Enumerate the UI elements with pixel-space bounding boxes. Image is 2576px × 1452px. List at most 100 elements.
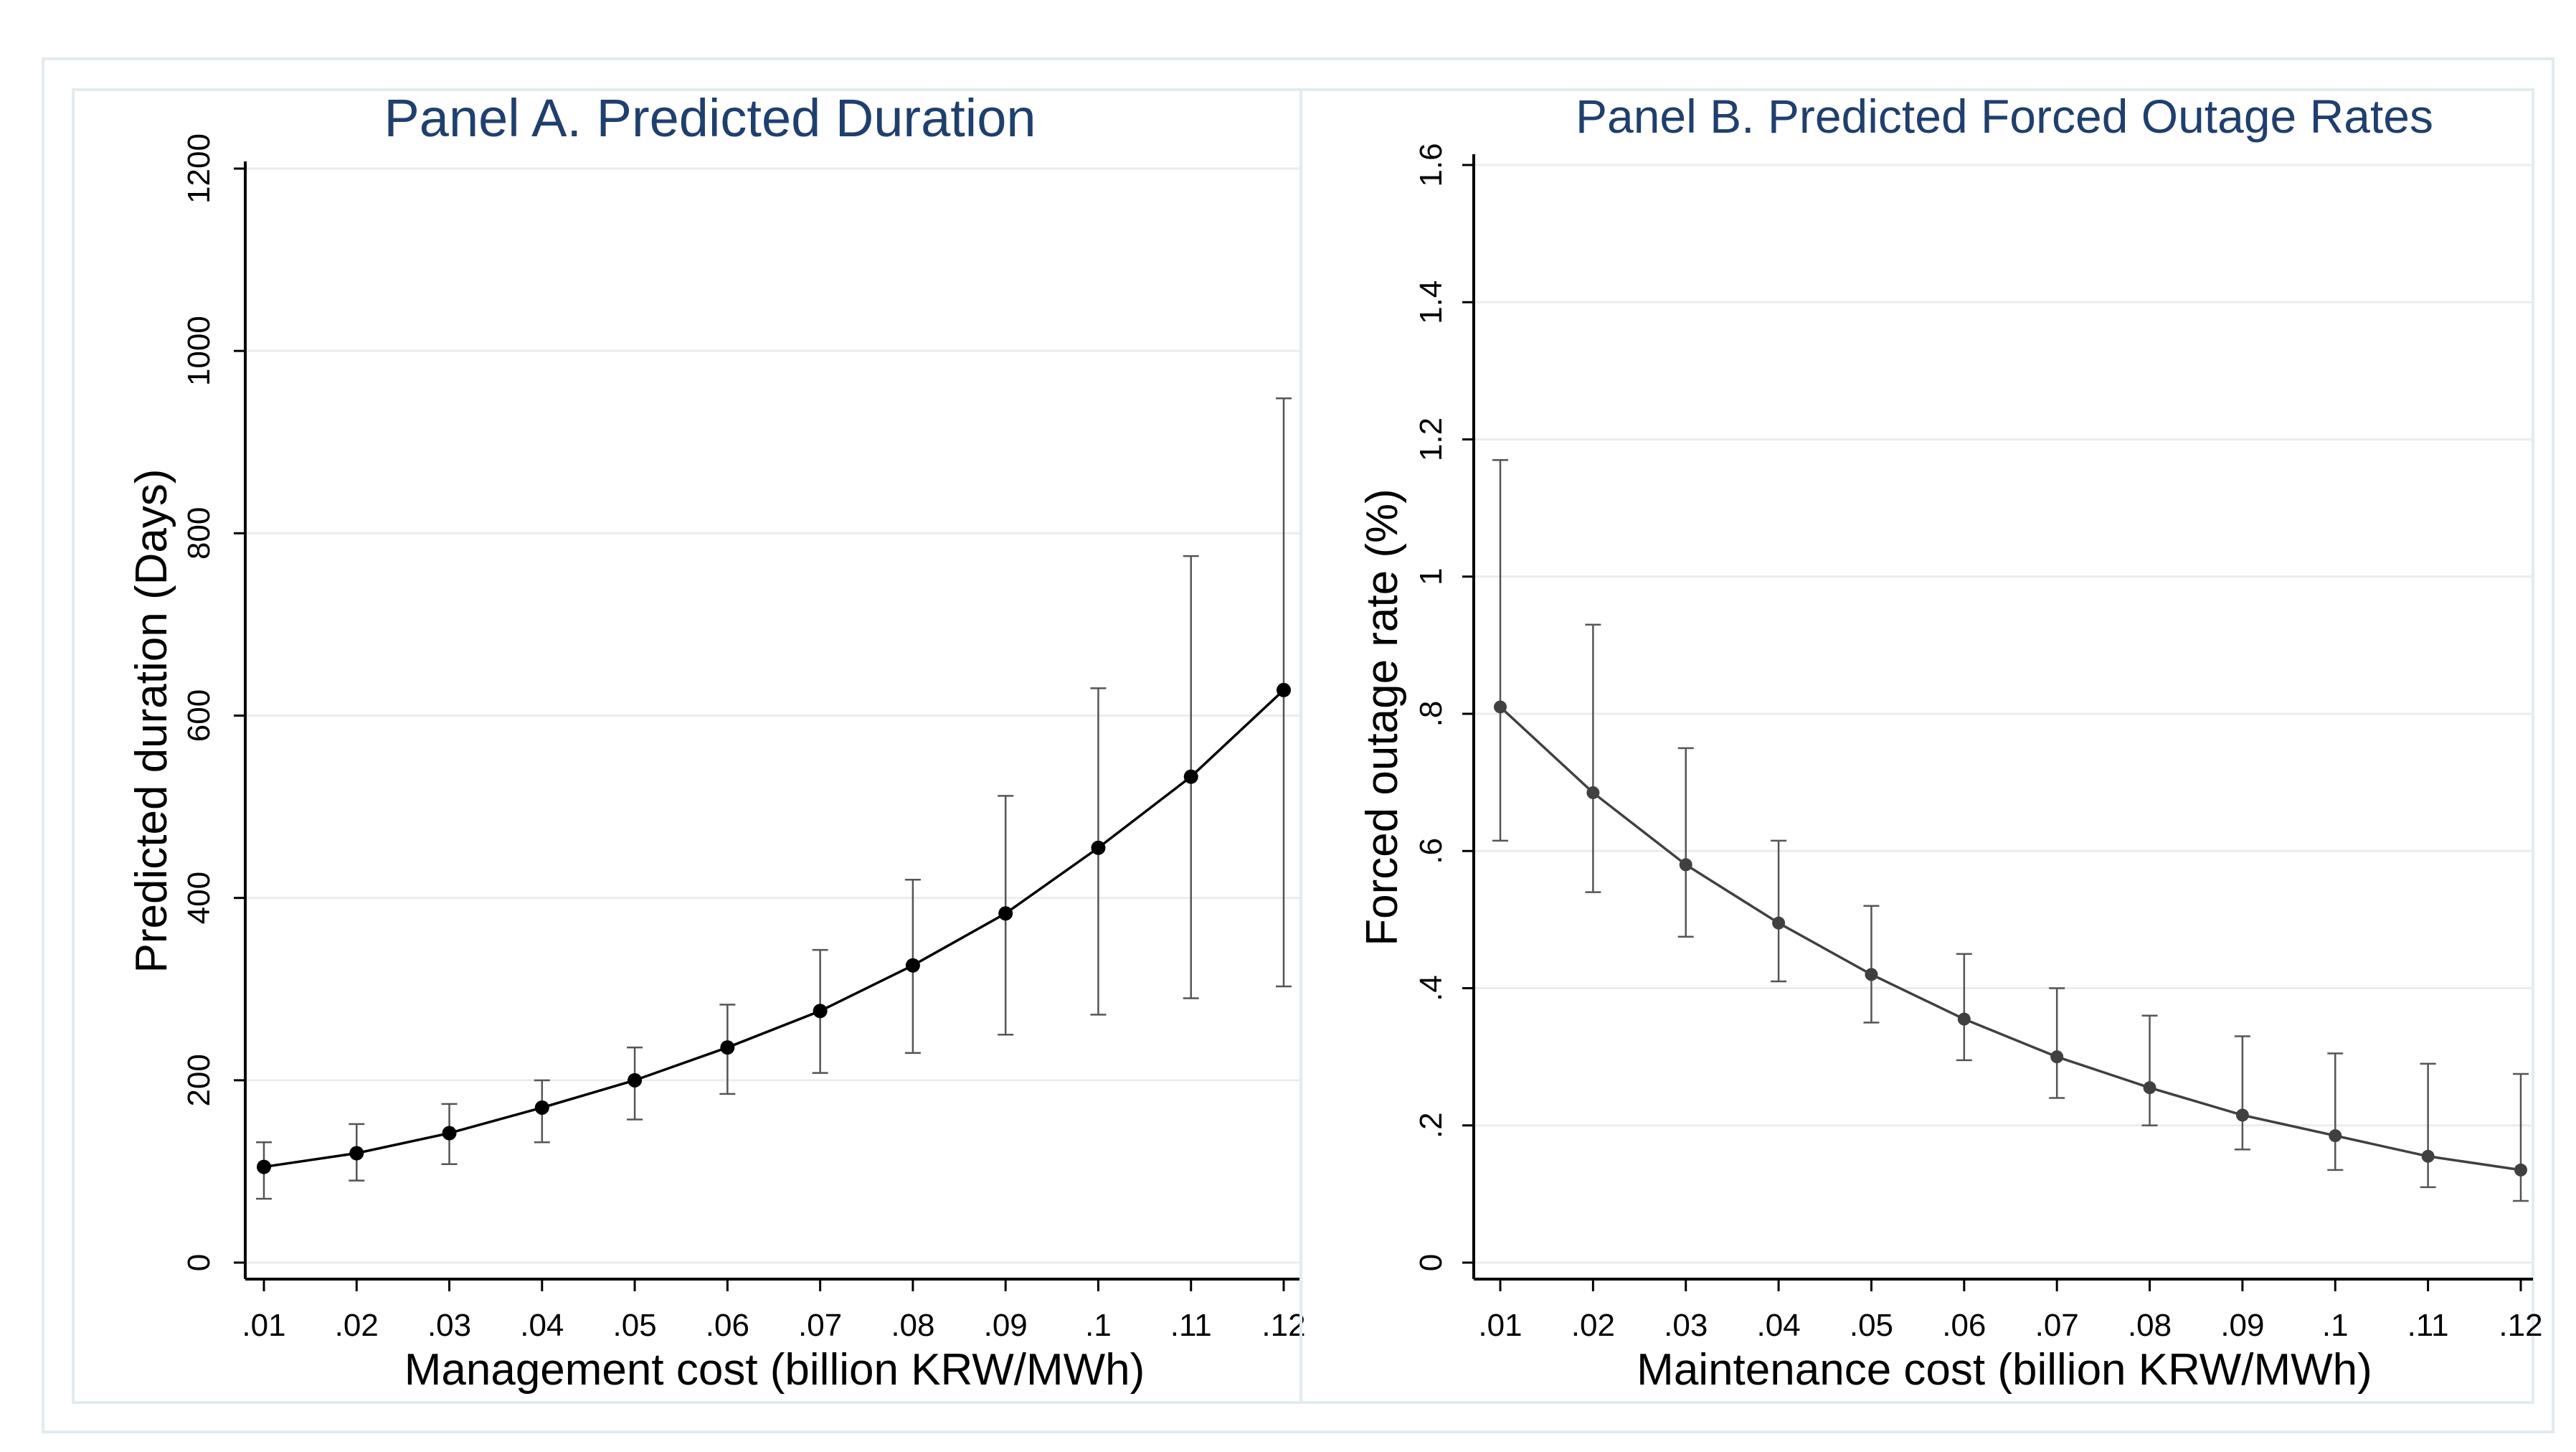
panel-b-data-point <box>1772 916 1786 930</box>
panel-a-x-tick-label: .06 <box>706 1308 749 1343</box>
panel-a-frame <box>72 88 1302 1404</box>
panel-b-title: Panel B. Predicted Forced Outage Rates <box>1576 90 2433 143</box>
panel-b-error-bar <box>1492 458 1508 842</box>
panel-a-x-tick-label: .09 <box>984 1308 1028 1343</box>
panel-b-series-line <box>1499 706 2521 1172</box>
panel-b-y-tick-label: .6 <box>1414 838 1449 864</box>
panel-a-data-point <box>534 1100 549 1115</box>
panel-a-grid <box>245 167 1301 1264</box>
panel-a-x-tick-label: .12 <box>1261 1308 1305 1343</box>
panel-a-x-tick-label: .08 <box>891 1308 934 1343</box>
panel-a-title: Panel A. Predicted Duration <box>384 88 1036 148</box>
panel-b-x-tick-label: .05 <box>1850 1308 1893 1343</box>
panel-a-x-tick-label: .1 <box>1085 1308 1112 1343</box>
panel-b-data-point <box>1494 700 1507 714</box>
panel-b-x-tick-label: .1 <box>2322 1308 2349 1343</box>
panel-b-error-bar <box>2234 1035 2250 1151</box>
panel-b-data-point <box>2329 1129 2342 1143</box>
panel-b-x-tick-label: .11 <box>2407 1308 2449 1343</box>
panel-b-error-bar <box>1585 623 1601 893</box>
panel-b-error-bar <box>2513 1072 2529 1202</box>
panel-b-points <box>1494 700 2527 1177</box>
panel-b-error-bar <box>2420 1062 2436 1189</box>
panel-b-x-tick-label: .04 <box>1757 1308 1801 1343</box>
panel-b-y-tick-label: 1.4 <box>1414 280 1449 324</box>
panel-b-y-tick-label: .8 <box>1414 701 1449 727</box>
panel-b-y-tick-label: 0 <box>1414 1254 1449 1271</box>
panel-b-ylabel: Forced outage rate (%) <box>1358 489 1407 946</box>
panel-b-error-bar <box>1956 953 1972 1062</box>
panel-b-error-bar <box>2141 1014 2158 1126</box>
panel-a-y-axis-ticks: 0 200 400 600 800 1000 1200 <box>181 133 245 1271</box>
panel-b-data-point <box>1586 786 1600 799</box>
panel-b-y-tick-label: 1 <box>1414 568 1449 585</box>
panel-a-x-tick-label: .03 <box>427 1308 471 1343</box>
panel-b-x-tick-label: .09 <box>2220 1308 2264 1343</box>
panel-a-x-tick-label: .04 <box>520 1308 564 1343</box>
panel-b-error-bar <box>1863 905 1880 1024</box>
panel-b-xlabel: Maintenance cost (billion KRW/MWh) <box>1637 1345 2372 1395</box>
panel-a-x-tick-label: .01 <box>242 1308 285 1343</box>
panel-a-x-tick-label: .05 <box>613 1308 657 1343</box>
panel-b-x-tick-label: .01 <box>1478 1308 1522 1343</box>
panel-b-data-point <box>1957 1012 1971 1026</box>
panel-a-data-point <box>720 1040 735 1055</box>
panel-b: Panel B. Predicted Forced Outage Rates 0… <box>1299 88 2543 1404</box>
panel-a-data-point <box>1091 840 1106 855</box>
panel-b-error-bar <box>1677 747 1694 938</box>
panel-a-y-tick-label: 400 <box>181 872 217 924</box>
panel-b-data-point <box>2143 1081 2156 1095</box>
panel-b-data-point <box>2421 1149 2435 1163</box>
panel-a-x-tick-label: .07 <box>798 1308 842 1343</box>
panel-a-data-point <box>349 1146 364 1161</box>
panel-b-data-point <box>2235 1108 2249 1122</box>
panel-b-x-tick-label: .02 <box>1571 1308 1615 1343</box>
panel-a-y-tick-label: 800 <box>181 507 217 560</box>
panel-a-x-tick-label: .02 <box>335 1308 379 1343</box>
panel-b-error-bar <box>2049 987 2065 1099</box>
panel-a-data-point <box>257 1159 271 1174</box>
panel-a-x-tick-label: .11 <box>1170 1308 1212 1343</box>
panel-b-x-tick-label: .07 <box>2035 1308 2079 1343</box>
panel-b-grid <box>1474 164 2533 1264</box>
panel-b-x-tick-label: .03 <box>1664 1308 1708 1343</box>
panel-b-data-point <box>1679 858 1692 872</box>
panel-a-data-point <box>628 1072 643 1088</box>
panel-b-data-point <box>1865 968 1878 981</box>
panel-b-frame <box>1299 88 2534 1404</box>
panel-a-data-point <box>813 1004 828 1019</box>
panel-b-data-point <box>2514 1163 2527 1177</box>
panel-b-y-tick-label: 1.2 <box>1414 418 1449 461</box>
panel-a-data-point <box>905 958 920 973</box>
panel-b-error-bar <box>1771 839 1787 983</box>
panel-b-x-tick-label: .06 <box>1942 1308 1986 1343</box>
panel-b-y-tick-label: .2 <box>1414 1112 1449 1138</box>
panel-b-error-bar <box>2327 1052 2344 1172</box>
panel-a-data-point <box>998 906 1013 921</box>
panel-a-data-point <box>1183 769 1198 784</box>
panel-a-y-tick-label: 0 <box>181 1254 217 1271</box>
panel-a: Panel A. Predicted Duration 0 200 400 600 80… <box>72 88 1306 1404</box>
panel-b-error-bars <box>1492 458 2529 1202</box>
panel-a-series-line <box>263 689 1285 1169</box>
panel-a-ylabel: Predicted duration (Days) <box>127 469 176 974</box>
panel-b-y-tick-label: .4 <box>1414 975 1449 1001</box>
panel-a-y-tick-label: 200 <box>181 1054 217 1106</box>
panel-a-points <box>257 682 1291 1174</box>
panel-a-x-axis-ticks: .01 .02 .03 .04 .05 .06 .07 .08 .09 .1 .11 .12 <box>242 1279 1306 1343</box>
panel-a-xlabel: Management cost (billion KRW/MWh) <box>404 1345 1145 1395</box>
panel-a-y-tick-label: 1200 <box>181 133 217 204</box>
panel-b-y-tick-label: 1.6 <box>1414 143 1449 187</box>
panel-a-error-bars <box>256 397 1292 1200</box>
panel-a-y-tick-label: 600 <box>181 689 217 742</box>
panel-b-x-tick-label: .12 <box>2499 1308 2542 1343</box>
panel-a-data-point <box>1277 682 1291 697</box>
panel-b-y-axis-ticks: 0 .2 .4 .6 .8 1 1.2 1.4 1.6 <box>1414 143 1474 1271</box>
panel-a-y-tick-label: 1000 <box>181 316 217 386</box>
panel-a-data-point <box>442 1126 457 1141</box>
panel-b-x-tick-label: .08 <box>2128 1308 2172 1343</box>
figure-outer-frame <box>42 57 2554 1433</box>
panel-b-x-axis-ticks: .01 .02 .03 .04 .05 .06 .07 .08 .09 .1 .11 .12 <box>1478 1279 2543 1343</box>
panel-b-data-point <box>2050 1050 2064 1064</box>
